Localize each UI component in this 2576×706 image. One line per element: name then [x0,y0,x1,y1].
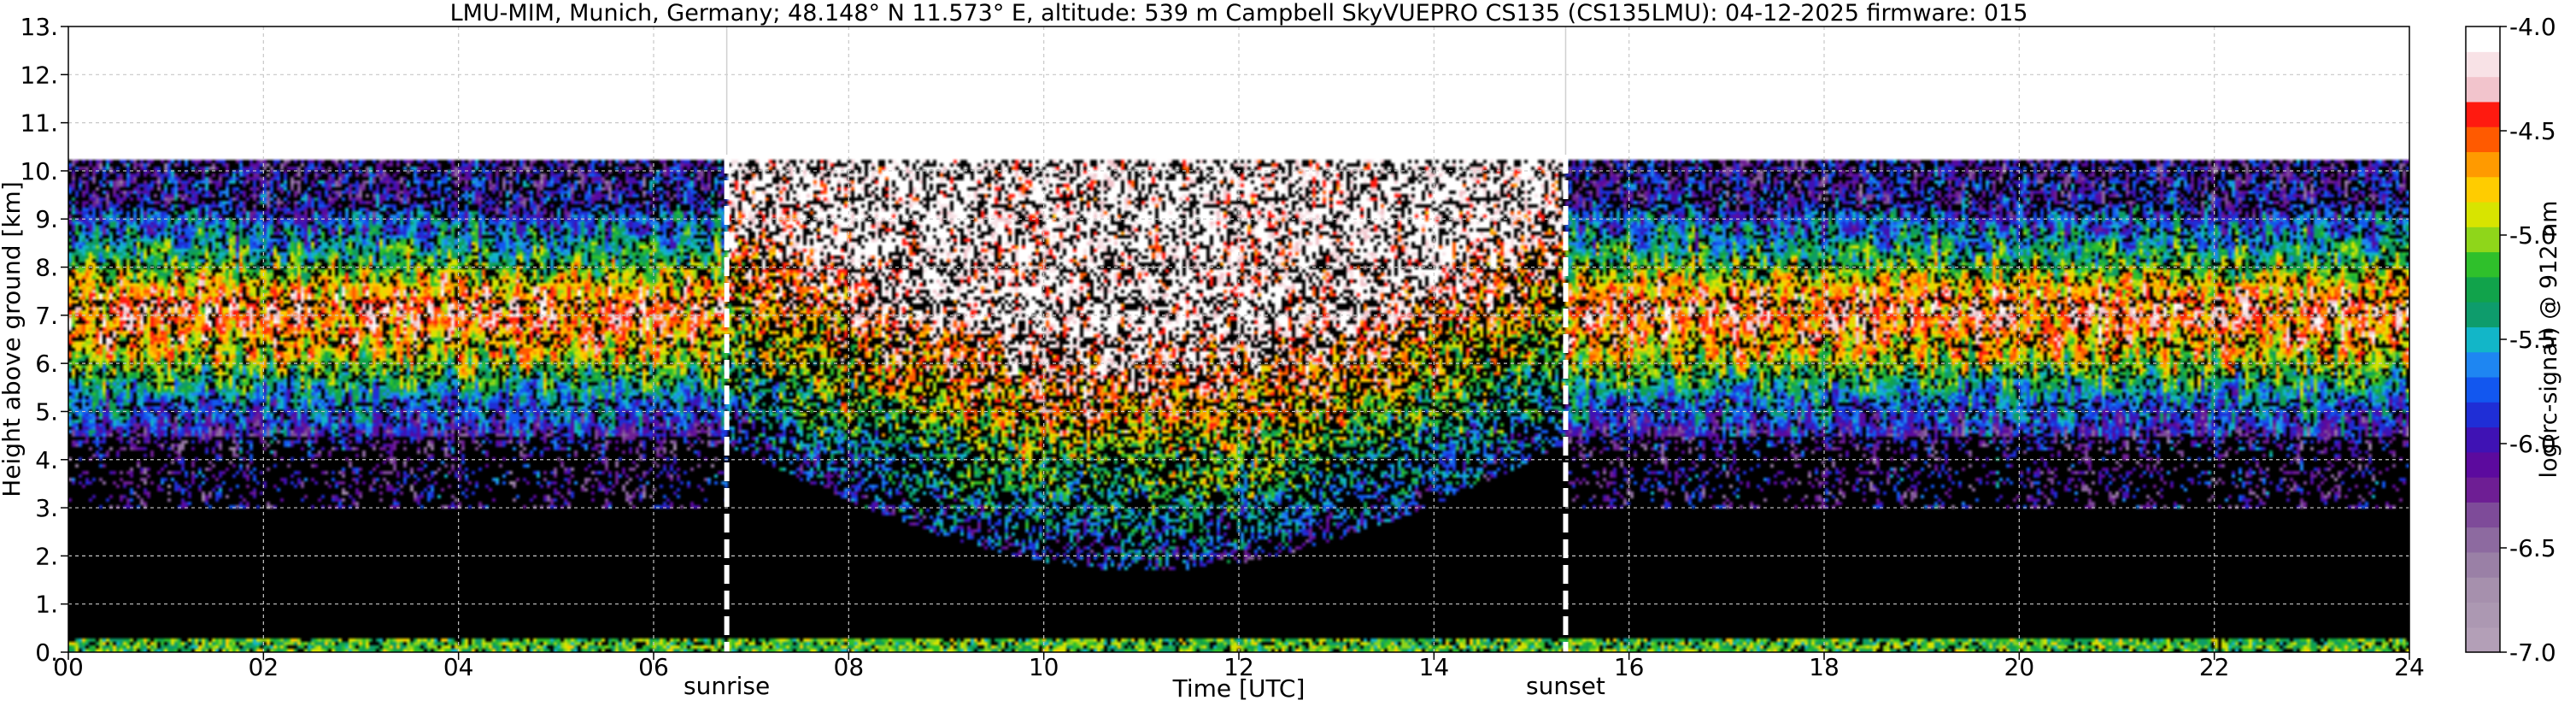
x-tick-label: 00 [53,653,84,681]
colorbar-tick-label: -7.0 [2509,638,2556,667]
colorbar-segment [2466,577,2500,603]
colorbar-segment [2466,327,2500,353]
marker-label-sunrise: sunrise [684,672,770,700]
colorbar-segment [2466,402,2500,428]
y-tick-label: 10. [20,157,58,185]
colorbar-tick-label: -6.5 [2509,534,2556,562]
colorbar-segment [2466,527,2500,553]
x-tick-label: 18 [1809,653,1840,681]
colorbar: -7.0 -6.5 -6.0 -5.5 -5.0 -4.5 -4.0 [2465,13,2556,667]
colorbar-segment [2466,227,2500,253]
colorbar-segment [2466,26,2500,52]
x-tick-label: 12 [1223,653,1254,681]
colorbar-tick-label: -4.5 [2509,117,2556,145]
y-tick-label: 4. [35,446,58,474]
sun-markers: sunrise sunset [684,26,1605,700]
x-tick-label: 24 [2394,653,2425,681]
colorbar-segment [2466,451,2500,478]
colorbar-segment [2466,151,2500,178]
y-tick-label: 2. [35,542,58,570]
y-tick-label: 8. [35,254,58,282]
grid-lines [68,26,2409,652]
x-tick-label: 06 [638,653,669,681]
y-tick-label: 5. [35,397,58,426]
colorbar-segment [2466,627,2500,653]
colorbar-segment [2466,302,2500,327]
colorbar-segment [2466,276,2500,303]
plot-area: sunrise sunset [67,26,2410,700]
colorbar-segment [2466,76,2500,103]
x-tick-label: 22 [2199,653,2230,681]
colorbar-segment [2466,201,2500,227]
colorbar-segment [2466,551,2500,578]
marker-label-sunset: sunset [1526,672,1605,700]
x-axis-label: Time [UTC] [1172,674,1306,703]
backscatter-heatmap [68,26,2409,652]
colorbar-segment [2466,126,2500,152]
y-tick-label: 12. [20,61,58,89]
y-tick-label: 7. [35,302,58,330]
colorbar-segment [2466,51,2500,78]
colorbar-tick-label: -5.5 [2509,326,2556,354]
x-tick-label: 10 [1029,653,1059,681]
y-axis-label: Height above ground [km] [0,181,26,497]
colorbar-segment [2466,376,2500,403]
y-tick-label: 3. [35,494,58,522]
colorbar-segment [2466,251,2500,278]
colorbar-segment [2466,427,2500,453]
colorbar-tick-label: -4.0 [2509,13,2556,41]
colorbar-label: log(rc-signal) @ 912 nm [2536,201,2562,479]
x-axis: 00 02 04 06 08 10 12 14 16 18 20 22 24 [53,652,2425,681]
x-tick-label: 02 [249,653,279,681]
y-tick-label: 0. [35,638,58,667]
colorbar-segment [2466,477,2500,503]
y-tick-label: 11. [20,109,58,138]
y-tick-label: 9. [35,205,58,233]
y-axis: 0. 1. 2. 3. 4. 5. 6. 7. 8. 9. 10. 11. 12. 13. [20,13,68,667]
x-tick-label: 20 [2004,653,2035,681]
colorbar-segment [2466,176,2500,203]
y-tick-label: 13. [20,13,58,41]
colorbar-segment [2466,502,2500,528]
x-tick-label: 14 [1419,653,1450,681]
colorbar-tick-label: -5.0 [2509,221,2556,250]
x-tick-label: 08 [834,653,865,681]
colorbar-segment [2466,101,2500,127]
x-tick-label: 04 [443,653,474,681]
colorbar-segment [2466,351,2500,378]
colorbar-tick-label: -6.0 [2509,430,2556,458]
colorbar-segment [2466,602,2500,628]
chart-title: LMU-MIM, Munich, Germany; 48.148° N 11.5… [450,0,2028,26]
x-tick-label: 16 [1614,653,1645,681]
y-tick-label: 1. [35,591,58,619]
y-tick-label: 6. [35,350,58,378]
